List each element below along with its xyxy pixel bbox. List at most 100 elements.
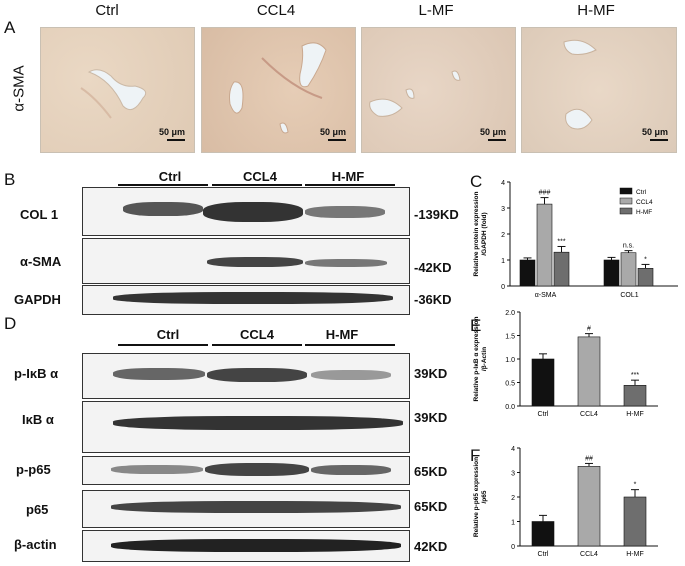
chart-e-ytick-label-2: 1.0 (505, 357, 515, 364)
chart-c-ytick-label-3: 3 (501, 206, 505, 213)
chart-f-xtick-label-2: H-MF (626, 551, 644, 558)
panel-a-row-label: α-SMA (10, 65, 28, 112)
chart-f-ytick-label-4: 4 (511, 446, 515, 453)
blot-pikba (82, 353, 410, 399)
blot-asma (82, 238, 410, 284)
chart-e: 0.0 0.5 1.0 1.5 2.0 Relative p-IκB α expressi… (473, 310, 658, 418)
scalebar-ctrl: 50 μm (159, 127, 186, 137)
chart-f-xtick-label-1: CCL4 (580, 551, 598, 558)
kd-bactin: 42KD (414, 539, 448, 554)
chart-c-xtick-label-0: α-SMA (535, 292, 557, 299)
chart-f-ytick-label-1: 1 (511, 520, 515, 527)
chart-e-ytick-label-4: 2.0 (505, 310, 515, 317)
panelb-group-ctrl: Ctrl (158, 169, 182, 184)
chart-c-bar-0-1-annotation: ### (539, 190, 551, 197)
chart-e-xtick-label-1: CCL4 (580, 411, 598, 418)
chart-e-bar-2 (623, 385, 647, 407)
blot-label-p65: p65 (26, 502, 49, 517)
histo-title-ctrl: Ctrl (95, 2, 119, 19)
panel-d-letter: D (4, 314, 17, 333)
histo-title-lmf: L-MF (418, 2, 454, 19)
kd-pikba: 39KD (414, 366, 448, 381)
histo-title-hmf: H-MF (577, 2, 615, 19)
blot-ikba (82, 401, 410, 453)
blot-label-col1: COL 1 (20, 207, 59, 222)
kd-pp65: 65KD (414, 464, 448, 479)
kd-asma: -42KD (414, 260, 452, 275)
chart-c-bar-1-0 (603, 259, 620, 287)
chart-c-legend-swatch-2 (619, 207, 633, 215)
chart-f-bar-2-annotation: * (634, 482, 637, 489)
kd-ikba: 39KD (414, 410, 448, 425)
blot-label-gapdh: GAPDH (14, 292, 61, 307)
scalebar-lmf: 50 μm (480, 127, 507, 137)
chart-c-ytick-label-2: 2 (501, 232, 505, 239)
chart-e-bar-1-annotation: # (587, 326, 591, 333)
chart-f-ytick-label-0: 0 (511, 544, 515, 551)
chart-f-ytick-label-2: 2 (511, 495, 515, 502)
histology-image-ctrl: 50 μm (40, 27, 195, 153)
blot-p65 (82, 490, 410, 528)
scalebar-hmf: 50 μm (642, 127, 669, 137)
chart-f-xtick-label-0: Ctrl (538, 551, 549, 558)
blot-label-bactin: β-actin (14, 537, 57, 552)
blot-label-asma: α-SMA (20, 254, 62, 269)
chart-e-bar-2-annotation: *** (631, 372, 639, 379)
blot-label-pikba: p-IκB α (14, 366, 59, 381)
chart-e-ytick-label-1: 0.5 (505, 381, 515, 388)
chart-c-bar-0-2-annotation: *** (557, 238, 565, 245)
panelb-group-hmf: H-MF (331, 169, 365, 184)
chart-f-bar-1-annotation: ## (585, 455, 593, 462)
chart-e-ylabel: Relative p-IκB α expression/β-Actin (473, 317, 488, 402)
chart-c-bar-1-1-annotation: n.s. (623, 243, 634, 250)
chart-f-ylabel: Relative p-p65 expression/p65 (473, 457, 488, 537)
histology-image-lmf: 50 μm (361, 27, 516, 153)
chart-e-ytick-label-3: 1.5 (505, 334, 515, 341)
kd-col1: -139KD (414, 207, 459, 222)
paneld-group-hmf: H-MF (325, 327, 359, 342)
panel-a-letter: A (4, 18, 16, 37)
chart-e-ytick-label-0: 0.0 (505, 404, 515, 411)
blot-gapdh (82, 285, 410, 315)
chart-e-xtick-label-2: H-MF (626, 411, 644, 418)
histology-image-hmf: 50 μm (521, 27, 677, 153)
chart-c-legend-label-2: H-MF (636, 209, 652, 216)
chart-e-bar-0 (531, 358, 555, 407)
histology-image-ccl4: 50 μm (201, 27, 356, 153)
chart-f-bar-2 (623, 496, 647, 547)
chart-c-bar-0-0 (519, 259, 536, 287)
chart-c-bar-0-1 (536, 203, 553, 287)
chart-c-bar-1-2 (637, 268, 654, 287)
chart-e-bar-1 (577, 336, 601, 407)
chart-c-ytick-label-0: 0 (501, 284, 505, 291)
kd-gapdh: -36KD (414, 292, 452, 307)
chart-c-xtick-label-1: COL1 (620, 292, 638, 299)
chart-c-legend-label-1: CCL4 (636, 199, 653, 206)
blot-col1 (82, 187, 410, 236)
panelb-group-ccl4: CCL4 (243, 169, 277, 184)
chart-c-ytick-label-4: 4 (501, 180, 505, 187)
blot-pp65 (82, 456, 410, 485)
chart-c-legend-swatch-0 (619, 187, 633, 195)
panel-b-letter: B (4, 170, 16, 189)
kd-p65: 65KD (414, 499, 448, 514)
chart-f-ytick-label-3: 3 (511, 471, 515, 478)
chart-c-ytick-label-1: 1 (501, 258, 505, 265)
chart-c-legend-label-0: Ctrl (636, 189, 647, 196)
chart-c-bar-0-2 (553, 251, 570, 287)
scalebar-ccl4: 50 μm (320, 127, 347, 137)
blot-bactin (82, 530, 410, 562)
chart-f-bar-1 (577, 466, 601, 547)
histo-title-ccl4: CCL4 (256, 2, 296, 19)
chart-e-xtick-label-0: Ctrl (538, 411, 549, 418)
chart-c-bar-1-1 (620, 252, 637, 287)
paneld-group-ctrl: Ctrl (156, 327, 180, 342)
chart-c-ylabel: Relative protein expression/GAPDH (fold) (473, 192, 488, 277)
chart-c: 0 1 2 3 4 Relative protein expression/GAPDH (… (473, 180, 678, 299)
chart-f-bar-0 (531, 521, 555, 547)
chart-c-legend-swatch-1 (619, 197, 633, 205)
blot-label-pp65: p-p65 (16, 462, 51, 477)
blot-label-ikba: IκB α (22, 412, 54, 427)
chart-f: 0 1 2 3 4 Relative p-p65 expression/p65 Ctrl ##… (473, 446, 658, 558)
chart-c-bar-1-2-annotation: * (644, 256, 647, 263)
